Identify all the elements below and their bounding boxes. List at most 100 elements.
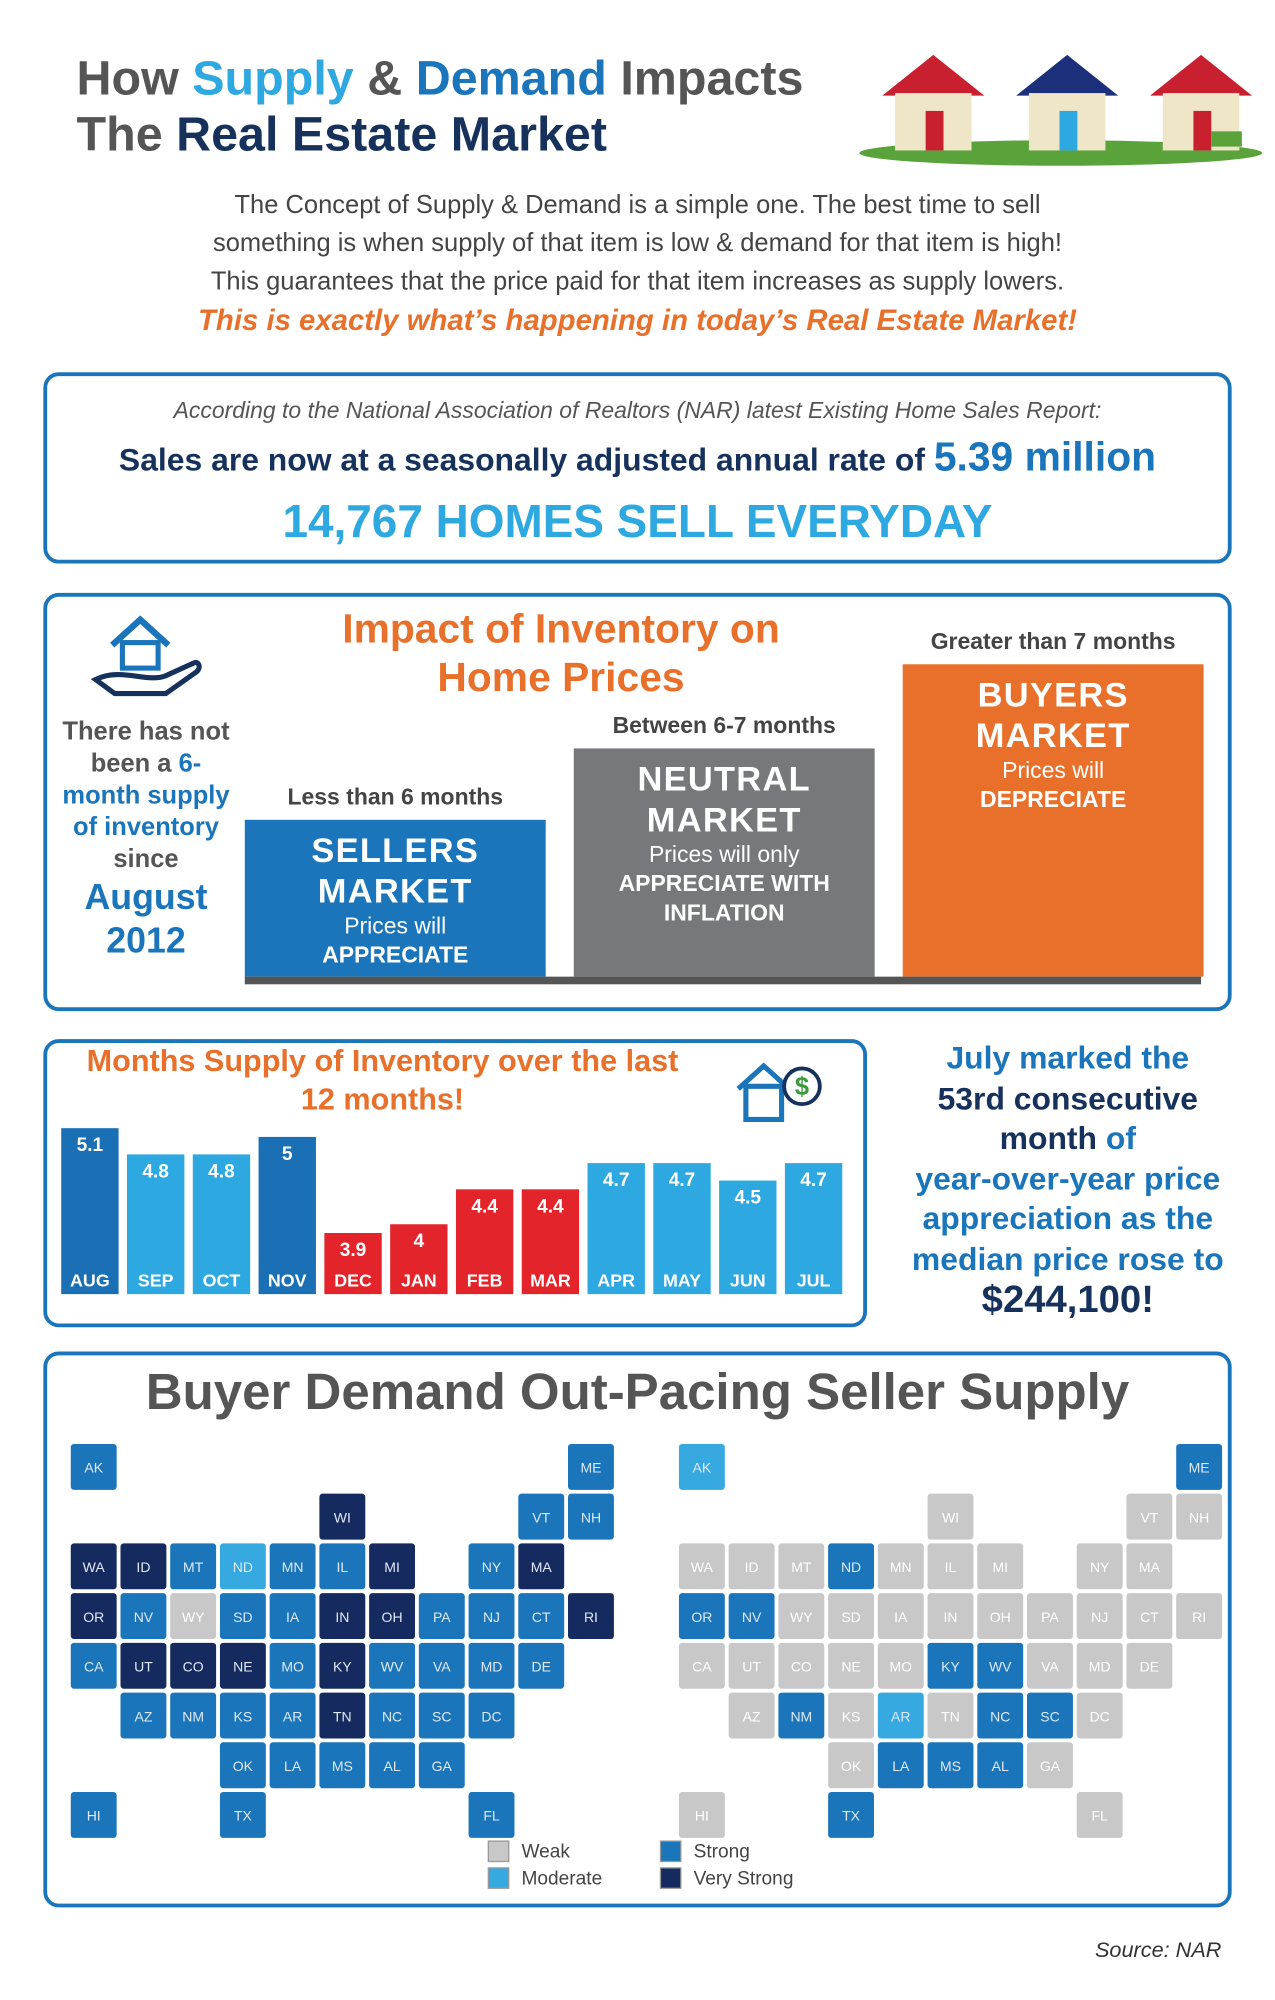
state-label: FL — [483, 1808, 500, 1824]
bar — [258, 1136, 316, 1295]
bar — [455, 1189, 514, 1295]
state-tile — [727, 1691, 776, 1740]
state-tile — [1125, 1591, 1174, 1641]
homes-per-day: 14,767 HOMES SELL EVERYDAY — [282, 494, 993, 547]
state-tile — [566, 1591, 616, 1641]
state-tile — [318, 1691, 367, 1740]
state-tile — [119, 1591, 168, 1641]
state-tile — [218, 1542, 268, 1591]
state-label: WV — [381, 1659, 404, 1675]
state-tile — [218, 1691, 268, 1740]
state-tile — [727, 1542, 776, 1591]
category-label: MAR — [530, 1270, 571, 1290]
state-tile — [417, 1741, 467, 1790]
category-label: APR — [597, 1270, 635, 1290]
market-line: DEPRECIATE — [980, 786, 1127, 813]
state-label: OR — [83, 1609, 104, 1625]
title-word: & — [367, 52, 403, 106]
state-tile — [876, 1741, 926, 1790]
state-tile — [826, 1691, 876, 1740]
state-label: NV — [134, 1609, 154, 1625]
state-label: NE — [841, 1659, 860, 1675]
state-tile — [69, 1790, 118, 1840]
state-label: WI — [334, 1509, 351, 1525]
market-name: NEUTRAL MARKET — [637, 759, 811, 839]
category-label: AUG — [70, 1270, 110, 1290]
legend-swatch — [487, 1840, 510, 1863]
state-label: MD — [481, 1659, 503, 1675]
svg-text:$: $ — [795, 1073, 809, 1101]
state-tile — [1125, 1492, 1174, 1541]
state-tile — [926, 1741, 975, 1790]
state-tile — [367, 1641, 417, 1691]
state-tile — [777, 1591, 826, 1641]
inventory-note: There has not been a 6-month supply of i… — [54, 717, 239, 963]
state-label: DC — [481, 1708, 501, 1724]
title-word: The — [76, 108, 163, 162]
state-label: NM — [790, 1708, 812, 1724]
state-tile — [69, 1442, 118, 1492]
note-line: 53rd consecutive — [937, 1080, 1199, 1117]
note-date: August 2012 — [84, 877, 208, 961]
chart-title: Months Supply of Inventory over the last… — [86, 1044, 679, 1117]
note-text: There has not been a — [62, 717, 230, 778]
state-tile — [677, 1591, 727, 1641]
state-label: IL — [945, 1559, 957, 1575]
state-label: NH — [581, 1509, 601, 1525]
state-tile — [467, 1641, 516, 1691]
chart-box — [43, 1039, 868, 1328]
state-tile — [517, 1591, 566, 1641]
state-label: NV — [742, 1609, 762, 1625]
state-label: MI — [384, 1559, 400, 1575]
state-tile — [517, 1542, 566, 1591]
title-word: Real Estate Market — [176, 108, 607, 162]
market-line: Prices will only — [648, 841, 800, 868]
category-label: JAN — [401, 1270, 437, 1290]
state-tile — [168, 1591, 218, 1641]
impact-box — [43, 592, 1232, 1012]
note-word: of — [1105, 1120, 1136, 1157]
state-label: MN — [890, 1559, 912, 1575]
state-tile — [417, 1641, 467, 1691]
state-label: PA — [1041, 1609, 1059, 1625]
state-tile — [876, 1542, 926, 1591]
state-label: VA — [433, 1659, 451, 1675]
title-word: Demand — [415, 52, 607, 106]
bar — [126, 1154, 185, 1295]
state-tile — [218, 1641, 268, 1691]
state-tile — [677, 1442, 727, 1492]
state-label: AK — [693, 1460, 712, 1476]
state-tile — [1125, 1641, 1174, 1691]
state-tile — [1025, 1641, 1075, 1691]
state-label: SC — [1040, 1708, 1059, 1724]
state-tile — [367, 1591, 417, 1641]
bar — [192, 1154, 251, 1295]
state-tile — [268, 1641, 317, 1691]
state-label: WY — [790, 1609, 813, 1625]
note-line: July marked the — [946, 1040, 1190, 1077]
state-label: NM — [182, 1708, 204, 1724]
state-tile — [876, 1591, 926, 1641]
state-label: HI — [695, 1808, 709, 1824]
state-label: AZ — [743, 1708, 761, 1724]
state-label: IN — [335, 1609, 349, 1625]
state-label: CT — [1140, 1609, 1159, 1625]
state-label: WV — [989, 1659, 1012, 1675]
state-tile — [318, 1591, 367, 1641]
sales-value: 5.39 million — [933, 433, 1157, 480]
state-label: DC — [1090, 1708, 1110, 1724]
state-tile — [777, 1641, 826, 1691]
state-label: NE — [233, 1659, 252, 1675]
state-label: VA — [1041, 1659, 1059, 1675]
title-word: How — [76, 52, 179, 106]
state-label: KS — [842, 1708, 861, 1724]
title-line: How Supply & Demand Impacts — [77, 51, 804, 107]
bar — [653, 1163, 711, 1295]
state-label: CO — [791, 1659, 812, 1675]
state-tile — [318, 1542, 367, 1591]
state-label: ID — [136, 1559, 150, 1575]
state-tile — [727, 1641, 776, 1691]
state-label: KS — [234, 1708, 253, 1724]
value-label: 4.8 — [142, 1161, 169, 1182]
